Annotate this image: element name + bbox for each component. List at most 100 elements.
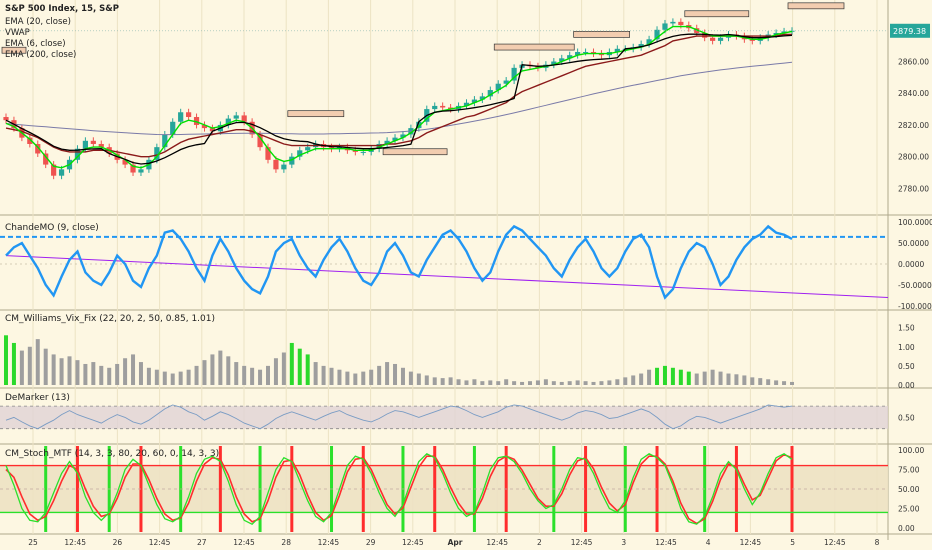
time-tick-label: 12:45 [64,538,86,547]
vix-bar [647,369,652,385]
vix-bar [774,380,779,385]
vix-bar [504,379,509,385]
candle-body [717,37,724,41]
candle-body [463,102,470,106]
vix-bar [440,378,445,385]
vix-bar [258,369,263,385]
stoch-sell-signal [218,446,222,532]
candle-body [392,137,398,141]
vix-bar [202,360,207,385]
candle-body [281,164,287,170]
vix-bar [488,380,493,385]
legend-ema6[interactable]: EMA (6, close) [5,39,66,49]
time-tick-label: 12:45 [571,538,593,547]
candle-body [170,121,176,135]
candle-body [590,51,597,54]
ema200-line [5,61,793,136]
vix-bar [432,377,437,385]
candle-body [178,112,184,122]
time-tick-label: 12:45 [149,538,171,547]
vix-bar [321,365,326,385]
vix-bar [305,354,310,385]
resistance-zones [1,2,845,156]
legend-ema200[interactable]: EMA (200, close) [5,50,77,60]
stoch-mtf-panel: 100.00 75.00 50.00 25.00 0.00 [0,446,924,533]
vix-bar [35,339,40,385]
stoch-tick-label: 25.00 [898,505,920,514]
time-tick-label: 5 [790,538,795,547]
candle-body [98,143,104,148]
time-tick-label: 2 [537,538,542,547]
candle-body [186,112,192,118]
demarker-panel-title[interactable]: DeMarker (13) [5,393,70,403]
vix-bar [416,373,421,385]
vix-tick-label: 0.00 [898,381,915,390]
stoch-tick-label: 100.00 [898,446,924,455]
vix-bar [337,369,342,385]
vix-bar [575,380,580,385]
vix-bar [528,381,532,385]
time-tick-label: 12:45 [824,538,846,547]
vix-bar [623,377,628,385]
vix-bar [194,365,199,385]
vix-bar [123,358,128,385]
vix-bar [289,342,294,385]
vix-bar [385,362,390,385]
zone-box [787,2,845,10]
time-tick-label: 27 [197,538,207,547]
time-tick-label: 12:45 [486,538,508,547]
vix-bar [266,365,270,385]
stoch-buy-signal [44,446,48,532]
stoch-sell-signal [584,446,588,532]
time-tick-label: 12:45 [740,538,762,547]
candle-body [678,21,684,26]
stoch-sell-signal [75,446,79,532]
candle-body [225,118,231,125]
vix-bar [131,354,136,385]
vix-bar [297,348,302,385]
candle-body [35,143,41,154]
cmo-tick-label: -100.0000 [898,302,932,311]
candle-body [646,39,652,45]
stoch-tick-label: 75.00 [898,465,920,474]
price-tick-label: 2860.00 [898,58,929,67]
candle-body [479,96,485,100]
candle-body [448,107,454,110]
vix-bar [750,377,755,385]
vix-bar [512,381,517,385]
time-axis: 25 12:45 26 12:45 27 12:45 28 12:45 29 12:45 Apr 12… [28,538,879,547]
candle-body [193,117,200,125]
candle-body [233,115,239,119]
vix-bar [782,381,787,385]
time-tick-label: 4 [706,538,711,547]
candle-body [384,140,390,144]
candle-body [638,44,644,48]
stoch-sell-signal [290,446,294,532]
vix-bar [329,367,334,385]
stoch-tick-label: 50.00 [898,485,920,494]
price-tick-label: 2820.00 [898,121,929,130]
vix-fix-panel: 1.50 1.00 0.50 0.00 [4,324,915,390]
vix-bar [186,369,191,385]
vix-bar [234,362,239,385]
vix-bar [393,363,398,385]
cmo-panel-title[interactable]: ChandeMO (9, close) [5,223,99,233]
stoch-panel-title[interactable]: CM_Stoch_MTF (14, 3, 3, 80, 20, 60, 0, 1… [5,449,220,459]
vix-bar [662,365,667,385]
vix-bar [543,379,548,385]
candle-body [670,21,676,24]
price-tick-label: 2840.00 [898,89,929,98]
vix-bar [115,363,120,385]
candle-body [702,32,708,38]
time-tick-label: 12:45 [402,538,424,547]
vix-bar [59,358,64,385]
legend-vwap[interactable]: VWAP [5,28,30,38]
time-tick-label: 25 [28,538,38,547]
vix-panel-title[interactable]: CM_Williams_Vix_Fix (22, 20, 2, 50, 0.85… [5,314,216,324]
vix-tick-label: 0.50 [898,362,915,371]
vix-bar [162,371,167,385]
time-tick-label: 12:45 [318,538,340,547]
vix-bar [472,379,477,385]
vix-bar [520,381,525,385]
legend-ema20[interactable]: EMA (20, close) [5,17,71,27]
